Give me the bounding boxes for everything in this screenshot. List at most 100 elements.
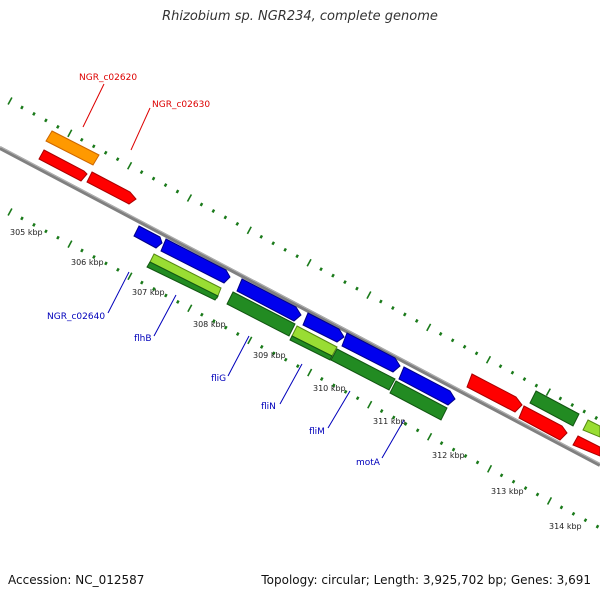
major-tick: [545, 388, 551, 396]
major-tick: [426, 432, 433, 441]
gene-label-flig[interactable]: fliG: [211, 374, 226, 384]
gene-label-ngr-c02620[interactable]: NGR_c02620: [79, 73, 137, 83]
major-tick: [367, 400, 373, 409]
gene-red-right-1[interactable]: [466, 373, 523, 413]
major-tick: [306, 258, 312, 267]
minor-tick: [595, 524, 600, 529]
gene-label-flin[interactable]: fliN: [261, 402, 276, 412]
leader-lines: [82, 83, 405, 459]
map-title: Rhizobium sp. NGR234, complete genome: [162, 9, 438, 24]
minor-tick: [283, 247, 287, 252]
kbp-label-313: 313 kbp: [491, 487, 524, 496]
gene-lightgreen-right[interactable]: [582, 419, 600, 438]
major-tick: [187, 304, 193, 313]
gene-blue-3[interactable]: [236, 278, 302, 322]
minor-tick: [451, 447, 456, 452]
gene-green-right-1[interactable]: [529, 390, 580, 427]
minor-tick: [283, 357, 288, 362]
minor-tick: [104, 261, 108, 266]
minor-tick: [79, 137, 84, 142]
major-tick: [366, 291, 372, 299]
minor-tick: [56, 235, 60, 240]
gene-ngr-c02630-b[interactable]: [86, 171, 137, 205]
minor-tick: [355, 286, 359, 291]
major-tick: [67, 129, 73, 138]
minor-tick: [199, 202, 204, 207]
minor-tick: [391, 306, 395, 310]
minor-tick: [355, 396, 360, 401]
minor-tick: [343, 280, 347, 285]
major-tick: [127, 272, 133, 281]
minor-tick: [259, 234, 264, 239]
minor-tick: [223, 325, 228, 330]
minor-tick: [175, 189, 180, 194]
genome-backbone-highlight: [0, 146, 600, 464]
minor-tick: [475, 460, 480, 465]
minor-tick: [211, 209, 216, 213]
gene-label-ngr-c02630[interactable]: NGR_c02630: [152, 100, 210, 110]
gene-blue-2[interactable]: [160, 238, 231, 284]
gene-ngr-c02620[interactable]: [45, 130, 100, 166]
gene-ngr-c02630-a[interactable]: [38, 149, 88, 182]
minor-tick: [115, 157, 120, 162]
minor-tick: [32, 111, 36, 116]
gene-flig[interactable]: [226, 291, 296, 337]
major-tick: [546, 497, 553, 505]
kbp-label-305: 305 kbp: [10, 228, 43, 237]
kbp-label-312: 312 kbp: [432, 451, 465, 460]
minor-tick: [200, 312, 204, 317]
gene-red-right-3[interactable]: [572, 435, 600, 457]
minor-tick: [56, 124, 60, 129]
minor-tick: [499, 473, 504, 478]
major-tick: [186, 194, 193, 202]
minor-tick: [92, 254, 96, 259]
gene-label-mota[interactable]: motA: [356, 458, 381, 468]
major-tick: [426, 323, 432, 332]
gene-flim[interactable]: [330, 348, 396, 391]
minor-tick: [319, 267, 323, 272]
kbp-label-310: 310 kbp: [313, 384, 346, 393]
gene-blue-1[interactable]: [133, 225, 163, 249]
minor-tick: [103, 150, 108, 155]
gene-mota[interactable]: [389, 380, 448, 421]
major-tick: [246, 226, 252, 235]
minor-tick: [44, 229, 48, 234]
minor-tick: [164, 293, 168, 298]
gene-label-flhb[interactable]: flhB: [134, 334, 152, 344]
minor-tick: [331, 273, 335, 278]
major-tick: [307, 368, 313, 377]
gene-red-right-2[interactable]: [518, 405, 568, 441]
minor-tick: [583, 518, 588, 523]
minor-tick: [402, 312, 407, 317]
gene-label-flim[interactable]: fliM: [309, 427, 325, 437]
kbp-label-307: 307 kbp: [132, 288, 165, 297]
minor-tick: [139, 170, 144, 175]
minor-tick: [510, 370, 515, 375]
minor-tick: [379, 409, 384, 414]
accession-label: Accession: NC_012587: [8, 573, 145, 587]
minor-tick: [140, 280, 144, 285]
major-tick: [247, 336, 253, 345]
major-tick: [486, 464, 493, 473]
gene-flin-dark[interactable]: [289, 335, 333, 361]
minor-tick: [235, 221, 240, 226]
gene-blue-6[interactable]: [398, 366, 456, 406]
gene-label-ngr-c02640[interactable]: NGR_c02640: [47, 312, 105, 322]
minor-tick: [450, 338, 455, 343]
minor-tick: [582, 409, 587, 414]
minor-tick: [415, 428, 420, 433]
major-tick: [126, 161, 133, 170]
minor-tick: [570, 403, 575, 407]
major-tick: [485, 355, 492, 364]
minor-tick: [462, 344, 467, 349]
gene-flhb[interactable]: [146, 261, 219, 301]
minor-tick: [474, 351, 479, 356]
major-tick: [7, 97, 13, 105]
gene-blue-5[interactable]: [341, 332, 401, 373]
minor-tick: [176, 299, 180, 304]
minor-tick: [44, 118, 48, 123]
minor-tick: [91, 144, 96, 149]
minor-tick: [319, 376, 324, 381]
gene-blue-4[interactable]: [302, 312, 345, 343]
